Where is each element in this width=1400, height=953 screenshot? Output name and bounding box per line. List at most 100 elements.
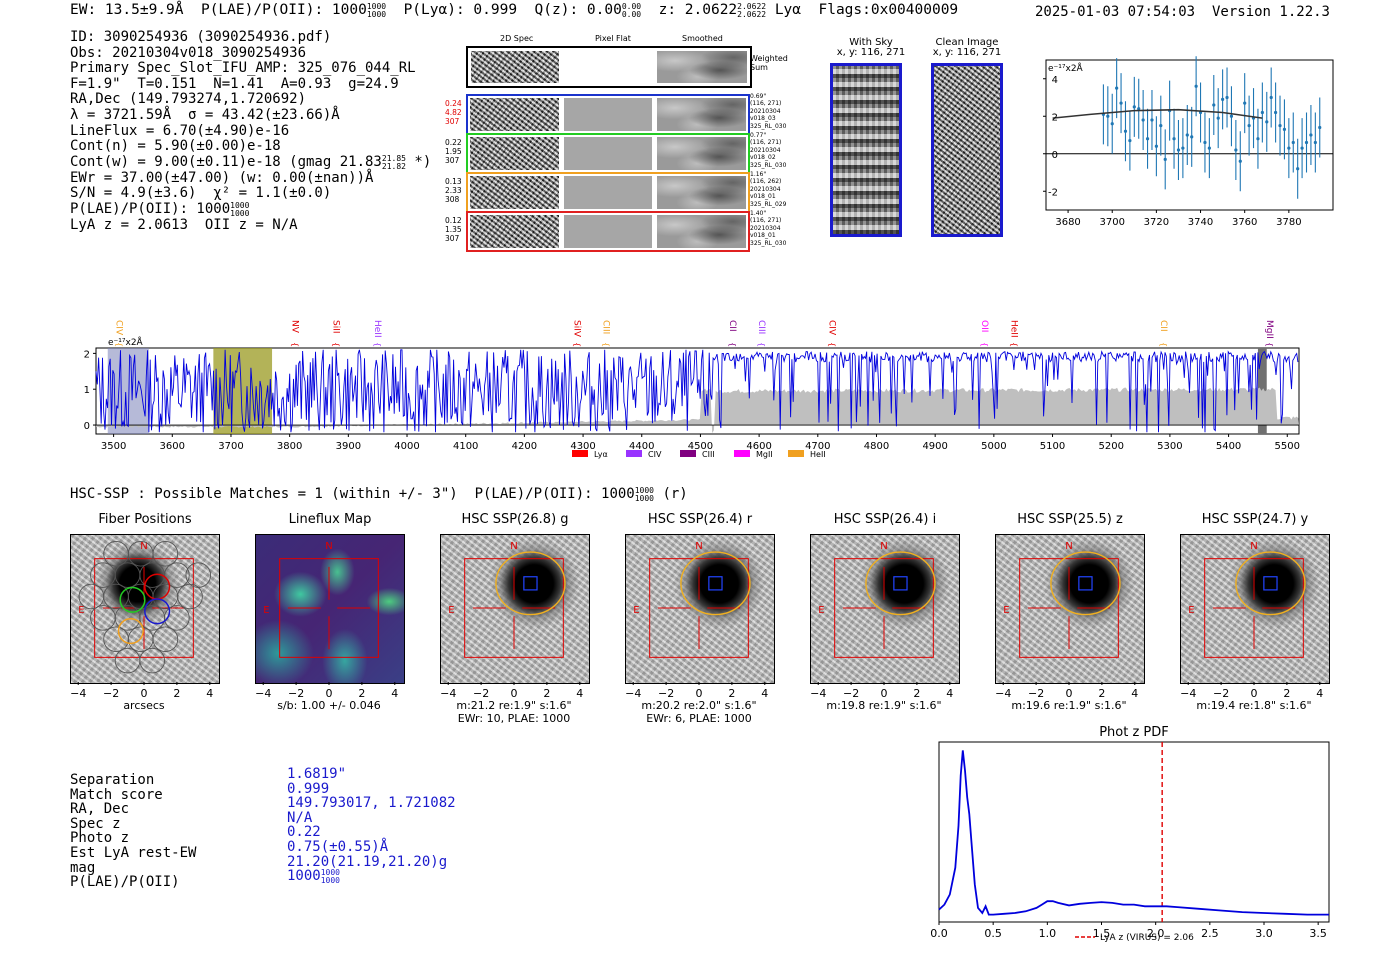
full-spectrum-xtick: 4000 [394,441,419,452]
hsc-panel-title: HSC SSP(24.7) y [1201,512,1309,527]
match-label: Separation [70,772,155,788]
zoom-data-point [1287,146,1291,150]
spec2d-row-meta: 1.16" (116, 262) 20210304 v018_01 325_RL… [750,171,787,208]
info-ewr: EWr = 37.00(±47.00) (w: 0.00(±nan))Å [70,169,374,186]
zoom-data-point [1274,110,1278,115]
full-spectrum-ytick: 2 [84,349,90,360]
hsc-xtick: 2 [1098,687,1105,700]
zoom-data-point [1119,101,1123,105]
hsc-xtick: −4 [995,687,1011,700]
info-lineflux: LineFlux = 6.70(±4.90)e-16 [70,122,290,139]
hsc-xtick: −2 [103,687,119,700]
info-id: ID: 3090254936 (3090254936.pdf) [70,29,332,45]
hsc-panel-overlay: NE−4−4−2−2002244arcsecs [70,541,213,712]
hsc-xtick: 0 [141,687,148,700]
hsc-panel: HSC SSP(26.4) iNE−4−4−2−2002244m:19.8 re… [810,510,995,725]
spec-line-marker: { [115,342,124,347]
spec-line-label: CIII [756,320,766,334]
hsc-xtick: −2 [1028,687,1044,700]
hsc-panel-caption-2: EWr: 6, PLAE: 1000 [646,712,752,725]
photz-xtick: 3.5 [1309,927,1327,940]
zoom-data-point [1141,118,1145,122]
photz-legend-label: LyA z (VIRUS) = 2.06 [1100,933,1194,943]
photz-pdf-chart: Phot z PDF 0.0 0.5 1.0 1.5 2.0 2.5 3.0 3.5 LyA … [930,725,1330,943]
hsc-xtick: 4 [576,687,583,700]
hsc-xtick: 4 [1131,687,1138,700]
photz-xtick: 2.0 [1147,927,1165,940]
hsc-panel-title: HSC SSP(26.4) r [647,512,753,527]
spec-line-marker: { [1265,342,1274,347]
match-labels: Separation Match score RA, Dec Spec z Ph… [70,773,196,890]
full-spectrum-xtick: 4200 [512,441,537,452]
hsc-panel-caption-2: EWr: 10, PLAE: 1000 [458,712,571,725]
hsc-xtick: −4 [255,687,271,700]
match-label: P(LAE)/P(OII) [70,874,180,891]
hsc-xtick: −2 [473,687,489,700]
full-spectrum-xtick: 4500 [688,441,713,452]
zoom-data-point [1203,140,1207,145]
sky-panels: With Sky x, y: 116, 271 Clean Image x, y: … [820,36,1020,240]
zoom-data-point [1291,140,1295,145]
zoom-data-point [1123,129,1128,133]
match-value: 10001000 1000 [287,868,340,886]
zoom-data-point [1212,103,1216,107]
header-datetime-version: 2025-01-03 07:54:03 Version 1.22.3 [1035,4,1330,20]
photz-xtick: 0.0 [930,927,948,940]
spec-line-label: HeII [372,320,382,338]
zoom-data-point [1159,124,1163,128]
match-value: 0.22 [287,824,321,841]
zoom-data-point [1304,140,1309,145]
hsc-xtick: −4 [810,687,826,700]
zoom-data-point [1229,114,1234,118]
hsc-xtick: 4 [761,687,768,700]
hsc-xtick: −2 [843,687,859,700]
zoom-data-point [1163,157,1167,161]
full-spectrum-xtick: 5400 [1216,441,1241,452]
spec-line-marker: { [373,342,382,347]
hsc-cutout-image [440,534,590,684]
zoom-data-point [1313,140,1317,145]
hsc-panel-overlay: NE−4−4−2−2002244m:19.6 re:1.9" s:1.6" [995,541,1138,712]
photz-title: Phot z PDF [1099,725,1169,740]
photz-xtick: 0.5 [984,927,1002,940]
legend-swatch [572,450,588,457]
full-spectrum-xtick: 5500 [1275,441,1300,452]
legend-label: CIV [648,450,662,459]
hsc-xtick: −2 [288,687,304,700]
hsc-panel-title: HSC SSP(26.8) g [461,512,569,527]
east-label: E [1003,605,1009,616]
spec2d-row-meta: 0.77" (116, 271) 20210304 v018_02 325_RL… [750,132,787,169]
photz-xtick: 2.5 [1201,927,1219,940]
photz-xtick: 1.0 [1039,927,1057,940]
hsc-panel-caption: arcsecs [123,699,165,712]
spec-line-marker: { [757,342,766,347]
match-value: 149.793017, 1.721082 [287,795,456,812]
zoom-data-point [1256,137,1260,141]
hsc-xtick: −4 [1180,687,1196,700]
header-plya: P(Lyα): 0.999 [403,2,518,18]
spec-line-label: CII [1158,320,1168,332]
hsc-panel-title: Lineflux Map [288,512,372,527]
detection-info: ID: 3090254936 (3090254936.pdf) Obs: 202… [70,29,431,234]
spec2d-header-pixelflat: Pixel Flat [595,34,631,43]
spec2d-header-smoothed: Smoothed [682,34,723,43]
spec-line-marker: { [572,342,581,347]
hsc-xtick: 4 [1316,687,1323,700]
zoom-data-point [1296,167,1300,171]
east-label: E [263,605,269,616]
hsc-panel-title: HSC SSP(25.5) z [1017,512,1123,527]
hsc-panel-overlay: NE−4−4−2−2002244m:21.2 re:1.9" s:1.6"EWr… [440,541,583,725]
header-flags: Flags:0x00400009 [818,2,959,18]
north-label: N [880,541,887,552]
hsc-xtick: 2 [728,687,735,700]
hsc-panel-caption: s/b: 1.00 +/- 0.046 [277,699,381,712]
match-label: Match score [70,786,163,803]
info-primary: Primary Spec_Slot_IFU_AMP: 325_076_044_R… [70,60,416,77]
legend-swatch [734,450,750,457]
north-label: N [695,541,702,552]
spec2d-panel: 2D Spec Pixel Flat Smoothed Weighted Sum… [440,30,800,260]
zoom-data-point [1176,148,1181,152]
zoom-data-point [1115,86,1119,90]
header-version: Version 1.22.3 [1211,4,1330,20]
